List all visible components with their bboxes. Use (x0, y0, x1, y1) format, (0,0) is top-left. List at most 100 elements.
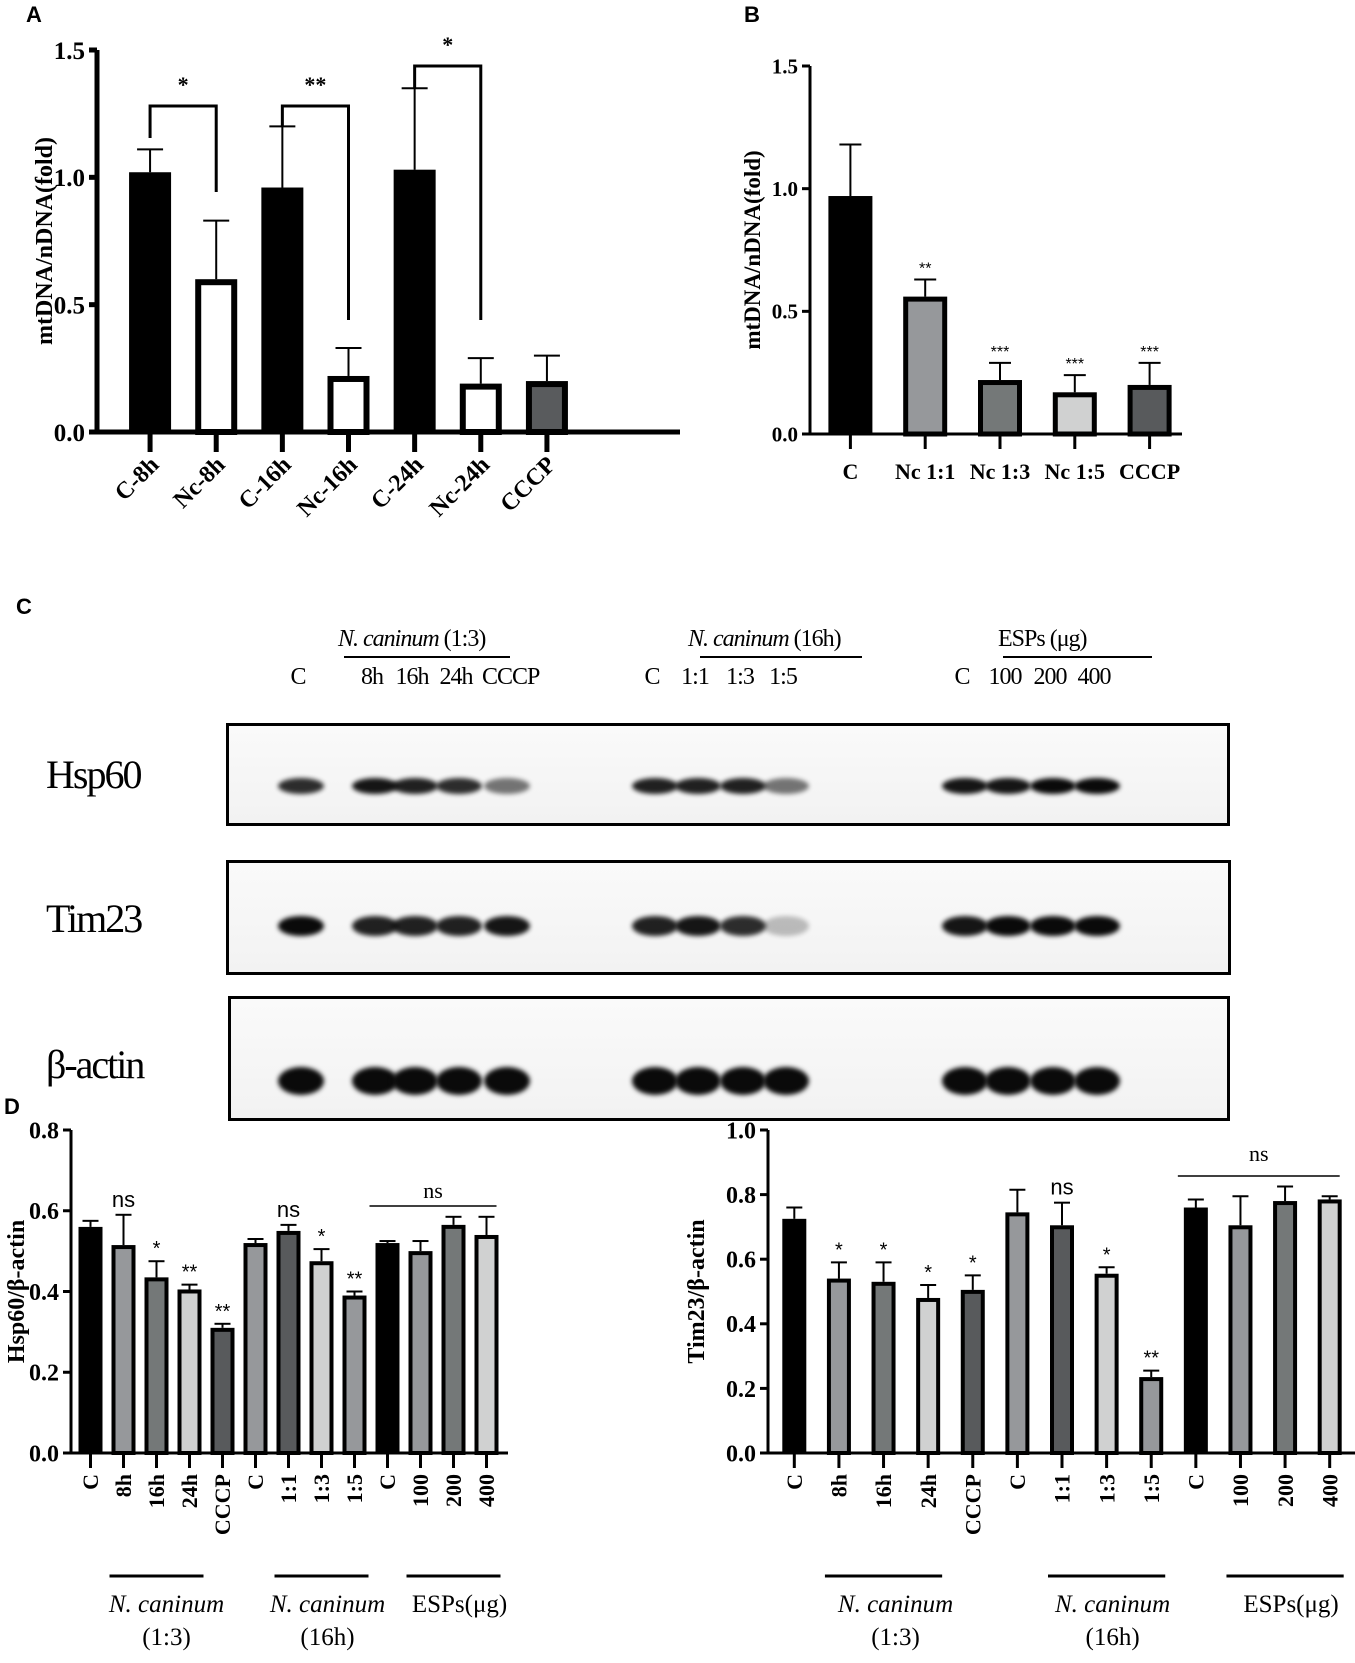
bar (309, 1261, 334, 1455)
bar (243, 1243, 268, 1455)
group-label: N. caninum (1054, 1591, 1170, 1618)
blot-band (632, 916, 678, 936)
x-tick-label: Nc-16h (293, 452, 363, 522)
blot-row-label: Tim23 (46, 896, 143, 941)
x-tick-label: C (375, 1474, 400, 1490)
blot-membrane (226, 860, 1231, 975)
x-tick-label: 1:3 (1094, 1474, 1119, 1503)
x-tick-label: C (78, 1474, 103, 1490)
blot-group-underline (700, 656, 862, 658)
significance-label: * (924, 1262, 932, 1284)
y-tick-label: 0.5 (772, 300, 798, 324)
x-tick-label: 8h (111, 1474, 136, 1497)
blot-lane-label: 1:5 (769, 664, 798, 690)
significance-label: * (318, 1226, 326, 1248)
blot-band (1074, 1067, 1120, 1095)
y-axis-label: mtDNA/nDNA(fold) (32, 137, 58, 345)
y-tick-label: 0.0 (772, 422, 798, 446)
x-tick-label: 16h (871, 1474, 896, 1508)
blot-membrane (228, 996, 1230, 1121)
significance-label: * (153, 1238, 161, 1260)
bar (210, 1327, 235, 1455)
y-tick-label: 0.6 (726, 1248, 756, 1274)
blot-row-label: β-actin (46, 1042, 145, 1087)
significance-label: ns (277, 1197, 300, 1222)
x-tick-label: 1:3 (309, 1474, 334, 1503)
bar (1228, 1225, 1253, 1455)
bar (1005, 1212, 1030, 1455)
significance-label: * (835, 1239, 843, 1261)
significance-label: ns (1050, 1175, 1073, 1200)
significance-label: * (1103, 1244, 1111, 1266)
blot-lane-label: 200 (1033, 664, 1068, 690)
blot-lane-label: 16h (395, 664, 430, 690)
blot-band (675, 1067, 721, 1095)
y-tick-label: 1.0 (54, 165, 85, 192)
significance-label: ** (347, 1269, 363, 1291)
blot-group-underline (1003, 656, 1152, 658)
blot-band (632, 778, 678, 794)
x-tick-label: 1:1 (1050, 1474, 1075, 1503)
significance-label: * (178, 72, 189, 97)
blot-band (352, 1067, 398, 1095)
blot-band (278, 1067, 324, 1095)
blot-lane-label: C (644, 664, 660, 690)
x-tick-label: CCCP (496, 452, 562, 518)
bar (261, 187, 304, 432)
x-tick-label: C (1184, 1474, 1209, 1490)
significance-label: *** (991, 344, 1010, 361)
bar (342, 1295, 367, 1455)
blot-lane-label: 24h (439, 664, 474, 690)
x-tick-label: Nc 1:1 (895, 459, 955, 484)
x-tick-label: CCCP (1119, 459, 1180, 484)
plot-area: 0.0 0.5 1.0 1.5 mtDNA/nDNA(fold) C Nc 1:1 ** Nc … (740, 54, 1182, 484)
x-tick-label: 1:5 (1139, 1474, 1164, 1503)
blot-band (763, 778, 809, 794)
group-label: ESPs(μg) (412, 1591, 507, 1618)
blot-band (1030, 1067, 1076, 1095)
bar (871, 1281, 896, 1455)
blot-band (1030, 778, 1076, 794)
blot-lane-label: 8h (361, 664, 384, 690)
x-tick-label: C-16h (234, 452, 297, 515)
bar (1139, 1377, 1164, 1455)
chart-d-hsp60: 0.0 0.2 0.4 0.6 0.8 Hsp60/β-actin C 8h ns 16h * 24h… (4, 1118, 508, 1651)
x-tick-label: 24h (916, 1474, 941, 1508)
panel-letter-d: D (4, 1094, 20, 1119)
significance-label: *** (1065, 356, 1084, 373)
chart-b-mtdna-ratio: 0.0 0.5 1.0 1.5 mtDNA/nDNA(fold) C Nc 1:1 ** Nc … (740, 54, 1182, 484)
blot-band (942, 778, 988, 794)
blot-band (436, 1067, 482, 1095)
chart-a-mtdna-time: 0.0 0.5 1.0 1.5 mtDNA/nDNA(fold) C-8h Nc-8h C-1… (32, 32, 680, 522)
y-tick-label: 1.5 (54, 38, 85, 65)
bar (782, 1218, 807, 1453)
x-tick-label: 1:5 (342, 1474, 367, 1503)
x-tick-label: Nc-8h (169, 452, 231, 514)
group-sublabel: (16h) (300, 1624, 354, 1651)
blot-band (675, 916, 721, 936)
bar (1127, 384, 1172, 437)
significance-label: * (969, 1252, 977, 1274)
plot-area: 0.0 0.5 1.0 1.5 mtDNA/nDNA(fold) C-8h Nc-8h C-1… (32, 32, 680, 522)
x-tick-label: CCCP (210, 1474, 235, 1535)
bar (960, 1289, 985, 1455)
x-tick-label: 16h (144, 1474, 169, 1508)
bar (1183, 1207, 1208, 1453)
blot-band (436, 916, 482, 936)
blot-band (484, 778, 530, 794)
y-axis-label: mtDNA/nDNA(fold) (740, 150, 765, 349)
significance-label: ns (112, 1187, 135, 1212)
group-label: ESPs(μg) (1243, 1591, 1338, 1618)
bar (525, 381, 568, 436)
plot-area: 0.0 0.2 0.4 0.6 0.8 1.0 Tim23/β-actin C 8h * 16h * 2… (684, 1118, 1355, 1651)
blot-band (675, 778, 721, 794)
x-tick-label: C (1005, 1474, 1030, 1490)
blot-band (392, 916, 438, 936)
x-tick-label: C (842, 459, 858, 484)
blot-band (985, 778, 1031, 794)
blot-band (942, 1067, 988, 1095)
x-tick-label: Nc 1:3 (970, 459, 1030, 484)
significance-label: * (442, 32, 453, 57)
blot-band (1074, 916, 1120, 936)
blot-band (352, 916, 398, 936)
